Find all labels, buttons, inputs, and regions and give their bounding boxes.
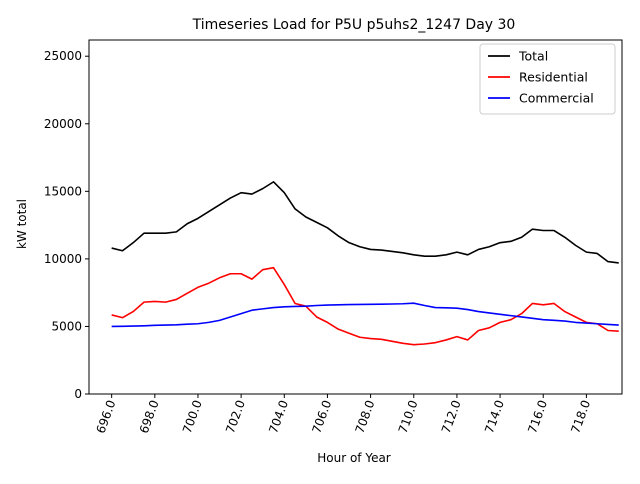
series-line-residential (111, 266, 619, 346)
x-axis-label: Hour of Year (317, 451, 391, 465)
x-tick-label: 712.0 (439, 398, 464, 435)
x-tick-label: 702.0 (223, 398, 248, 435)
legend: Total Residential Commercial (479, 43, 616, 115)
x-tick-label: 718.0 (568, 398, 593, 435)
x-tick-label: 706.0 (309, 398, 334, 435)
legend-label-commercial: Commercial (519, 91, 594, 106)
x-tick-label: 714.0 (482, 398, 507, 435)
x-tick-label: 696.0 (94, 398, 119, 435)
legend-box (479, 43, 616, 115)
x-tick-label: 704.0 (266, 398, 291, 435)
axes: 0 5000 10000 15000 20000 25000 696.0 698.0 700.0… (44, 39, 623, 435)
legend-label-residential: Residential (519, 70, 588, 85)
axes-frame (88, 39, 623, 395)
y-tick-label: 15000 (44, 184, 82, 198)
x-tick-label: 710.0 (396, 398, 421, 435)
y-tick-label: 10000 (44, 252, 82, 266)
legend-label-total: Total (518, 49, 548, 64)
x-tick-label: 708.0 (353, 398, 378, 435)
y-tick-label: 0 (74, 387, 82, 401)
y-axis-label: kW total (15, 199, 29, 249)
x-tick-label: 698.0 (137, 398, 162, 435)
x-tick-label: 716.0 (525, 398, 550, 435)
series-line-total (111, 181, 619, 264)
plot-area (111, 181, 619, 346)
x-tick-label: 700.0 (180, 398, 205, 435)
y-tick-label: 25000 (44, 49, 82, 63)
y-tick-label: 20000 (44, 117, 82, 131)
chart-title: Timeseries Load for P5U p5uhs2_1247 Day … (192, 17, 516, 33)
series-line-commercial (111, 302, 619, 328)
y-tick-label: 5000 (51, 319, 82, 333)
